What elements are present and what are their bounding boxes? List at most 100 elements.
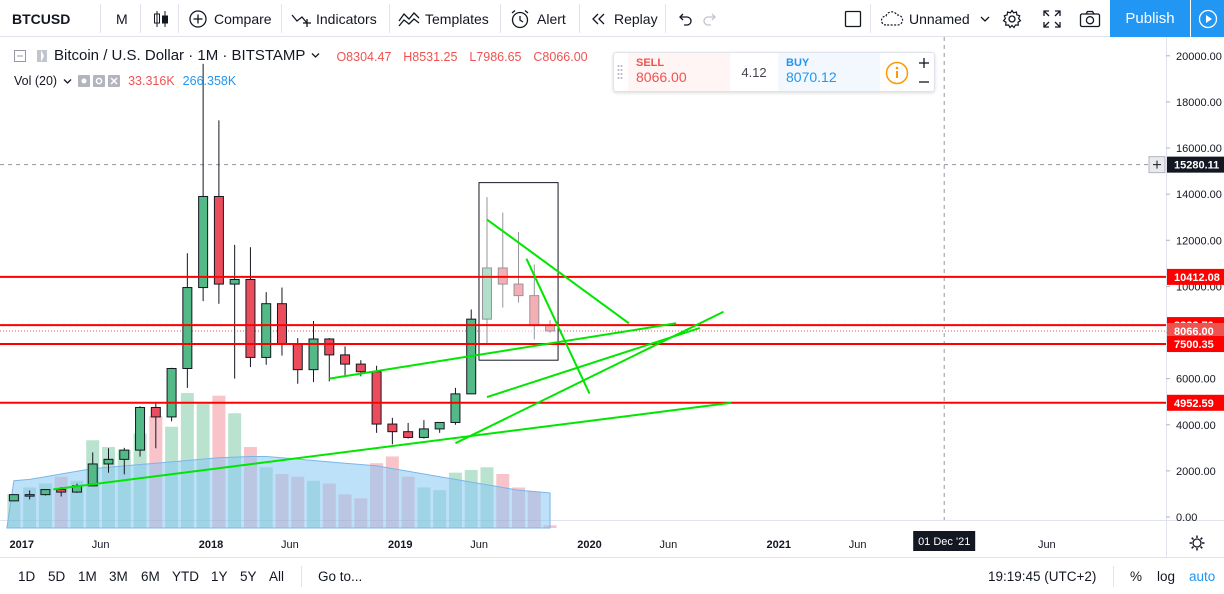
- layout-name: Unnamed: [909, 10, 970, 27]
- publish-expand-button[interactable]: [1191, 0, 1224, 37]
- price-tick-label: 14000.00: [1176, 189, 1222, 201]
- gear-icon: [1002, 8, 1022, 28]
- camera-icon: [1079, 10, 1101, 27]
- trend-line[interactable]: [455, 310, 724, 445]
- time-tick-label: 2019: [388, 539, 412, 551]
- gear-icon-tooth: [1200, 546, 1203, 549]
- indicators-button[interactable]: Indicators: [290, 0, 377, 37]
- price-tick-label: 4000.00: [1176, 420, 1216, 432]
- fullscreen-button[interactable]: [1043, 0, 1061, 37]
- publish-button[interactable]: Publish: [1110, 0, 1190, 37]
- quantity-decrease-button[interactable]: [916, 74, 932, 90]
- range-1d-button[interactable]: 1D: [18, 569, 36, 584]
- candle-body: [434, 421, 445, 430]
- top-toolbar: BTCUSD M Compare Indicators Templates Al…: [0, 0, 1224, 37]
- candle-body: [119, 449, 130, 460]
- percent-toggle[interactable]: %: [1130, 569, 1143, 584]
- redo-icon: [703, 13, 716, 26]
- time-tick-label: Jun: [1038, 539, 1056, 551]
- price-axis-label-text: 10412.08: [1174, 272, 1220, 284]
- info-button[interactable]: [885, 61, 909, 85]
- candle-body: [8, 494, 19, 502]
- trend-line[interactable]: [525, 258, 591, 395]
- candle-body: [355, 363, 366, 373]
- symbol-title[interactable]: Bitcoin / U.S. Dollar · 1M · BITSTAMP: [54, 47, 306, 64]
- chevron-down-icon[interactable]: [63, 78, 72, 85]
- buy-button[interactable]: BUY 8070.12: [778, 53, 880, 91]
- rectangle-drawing[interactable]: [478, 182, 559, 361]
- sell-button[interactable]: SELL 8066.00: [628, 53, 730, 91]
- price-tick-label: 20000.00: [1176, 51, 1222, 63]
- trend-line[interactable]: [329, 322, 677, 380]
- time-tick-label: 2020: [577, 539, 601, 551]
- range-5y-button[interactable]: 5Y: [240, 569, 257, 584]
- chart-style-button[interactable]: [152, 0, 170, 37]
- candles-icon: [154, 10, 168, 27]
- range-3m-button[interactable]: 3M: [109, 569, 128, 584]
- close-icon[interactable]: [108, 75, 121, 87]
- snapshot-button[interactable]: [1079, 0, 1101, 37]
- undo-icon: [679, 13, 692, 26]
- trend-line[interactable]: [486, 218, 630, 325]
- time-tick-label: Jun: [92, 539, 110, 551]
- auto-toggle[interactable]: auto: [1189, 569, 1216, 584]
- collapse-icon[interactable]: [14, 49, 26, 62]
- drag-handle[interactable]: [617, 64, 623, 80]
- plus-icon: [919, 58, 929, 68]
- clock-timezone[interactable]: 19:19:45 (UTC+2): [988, 569, 1097, 584]
- candle-body: [213, 195, 224, 285]
- price-tick-label: 16000.00: [1176, 143, 1222, 155]
- compare-button[interactable]: Compare: [188, 0, 272, 37]
- layout-menu[interactable]: Unnamed: [880, 0, 990, 37]
- chart-area[interactable]: 20000.00 18000.00 16000.00 14000.00 12000.00…: [0, 37, 1224, 557]
- candle-body: [56, 489, 67, 493]
- interval-button[interactable]: M: [116, 10, 128, 27]
- toolbar-divider: [665, 4, 666, 33]
- price-axis-label-text: 15280.11: [1174, 160, 1219, 172]
- log-toggle[interactable]: log: [1157, 569, 1176, 584]
- gear-icon-tooth: [1191, 537, 1194, 540]
- symbol-search[interactable]: BTCUSD: [12, 10, 71, 27]
- redo-button[interactable]: [702, 0, 720, 37]
- volume-value: 33.316K: [128, 74, 175, 88]
- range-1y-button[interactable]: 1Y: [211, 569, 228, 584]
- candle-body: [308, 338, 319, 371]
- visibility-icon[interactable]: [78, 75, 91, 87]
- symbol-flag-icon: [37, 49, 47, 62]
- gear-icon[interactable]: [93, 75, 106, 87]
- fullscreen-square-button[interactable]: [844, 0, 862, 37]
- range-all-button[interactable]: All: [269, 569, 285, 584]
- trend-line[interactable]: [53, 401, 732, 491]
- replay-button[interactable]: Replay: [590, 0, 658, 37]
- range-ytd-button[interactable]: YTD: [172, 569, 199, 584]
- range-1m-button[interactable]: 1M: [78, 569, 97, 584]
- candle-body: [150, 406, 161, 418]
- price-axis-label: [1167, 336, 1224, 353]
- settings-button[interactable]: [1002, 0, 1022, 37]
- volume-label[interactable]: Vol (20): [14, 74, 58, 88]
- price-chart[interactable]: 20000.00 18000.00 16000.00 14000.00 12000.00…: [0, 37, 1224, 557]
- close-value: C8066.00: [533, 49, 588, 64]
- candle-body: [229, 278, 240, 285]
- undo-button[interactable]: [675, 0, 693, 37]
- gear-icon[interactable]: [1192, 538, 1202, 548]
- goto-button[interactable]: Go to...: [318, 569, 363, 584]
- gear-icon-tooth: [1191, 546, 1194, 549]
- time-tick-label: Jun: [659, 539, 677, 551]
- candle-body: [261, 303, 272, 358]
- trend-line[interactable]: [486, 326, 701, 399]
- range-5d-button[interactable]: 5D: [48, 569, 66, 584]
- range-6m-button[interactable]: 6M: [141, 569, 160, 584]
- compare-label: Compare: [214, 10, 272, 27]
- toolbar-divider: [579, 4, 580, 33]
- quantity-increase-button[interactable]: [916, 55, 932, 71]
- toolbar-divider: [301, 566, 302, 587]
- price-tick-label: 2000.00: [1176, 466, 1216, 478]
- candle-body: [371, 371, 382, 425]
- templates-label: Templates: [425, 10, 489, 27]
- templates-button[interactable]: Templates: [397, 0, 489, 37]
- plot-background: [0, 37, 1166, 520]
- symbol-legend: Bitcoin / U.S. Dollar · 1M · BITSTAMP O8…: [14, 47, 588, 64]
- alert-button[interactable]: Alert: [509, 0, 566, 37]
- chevron-down-icon[interactable]: [311, 52, 320, 59]
